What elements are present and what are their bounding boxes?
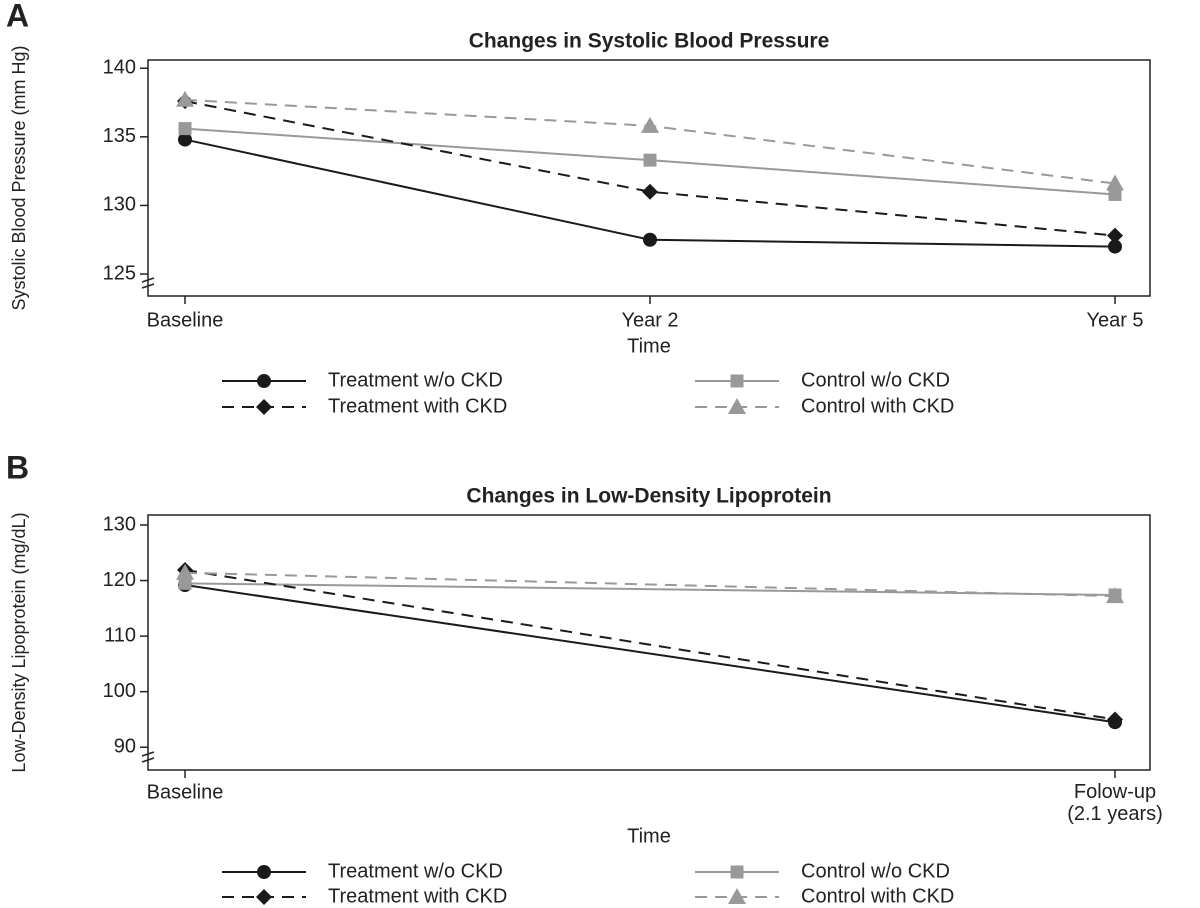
y-tick-label: 125 [103, 262, 136, 284]
marker [1108, 187, 1122, 201]
y-tick-label: 130 [103, 513, 136, 535]
marker [730, 374, 744, 388]
marker [176, 563, 194, 580]
legend-label: Treatment w/o CKD [328, 860, 503, 882]
y-tick-label: 100 [103, 680, 136, 702]
marker [256, 889, 272, 905]
marker [257, 865, 271, 879]
marker [256, 399, 272, 415]
chart-title: Changes in Low-Density Lipoprotein [466, 485, 831, 508]
legend-label: Control with CKD [801, 395, 954, 417]
marker [178, 576, 192, 590]
series-line [184, 569, 1116, 721]
series-line [184, 100, 1116, 237]
marker [643, 153, 657, 167]
axis-break [141, 751, 155, 763]
marker [728, 398, 746, 414]
marker [257, 374, 271, 388]
series-line [184, 98, 1116, 185]
y-tick-label: 90 [114, 736, 136, 758]
y-tick-label: 140 [103, 57, 136, 79]
series-line [184, 571, 1116, 598]
axis-break [141, 277, 155, 289]
y-axis-label: Systolic Blood Pressure (mm Hg) [9, 45, 29, 310]
panel-label: B [6, 449, 29, 485]
marker [730, 865, 744, 879]
y-tick-label: 110 [104, 624, 136, 646]
marker [178, 132, 192, 147]
marker [643, 232, 657, 247]
series-line [184, 584, 1116, 724]
plot-frame [147, 59, 1151, 297]
x-tick-label: Year 5 [1086, 309, 1143, 331]
marker [1106, 587, 1124, 604]
marker [1106, 174, 1124, 191]
marker [1107, 711, 1123, 728]
marker [728, 888, 746, 904]
marker [1107, 227, 1123, 244]
legend-label: Treatment with CKD [328, 885, 507, 907]
x-axis-label: Time [627, 825, 671, 847]
legend-label: Control with CKD [801, 885, 954, 907]
legend-label: Control w/o CKD [801, 369, 950, 391]
marker [641, 116, 659, 133]
y-tick-label: 120 [103, 569, 136, 591]
marker [642, 183, 658, 200]
marker [176, 90, 194, 107]
marker [178, 122, 192, 136]
x-axis-label: Time [627, 335, 671, 357]
y-tick-label: 135 [103, 125, 136, 147]
series-line [184, 582, 1116, 596]
y-tick-label: 130 [103, 194, 136, 216]
x-tick-label: Baseline [147, 781, 224, 803]
legend-label: Treatment with CKD [328, 395, 507, 417]
legend-label: Treatment w/o CKD [328, 369, 503, 391]
chart-title: Changes in Systolic Blood Pressure [469, 30, 830, 53]
legend-label: Control w/o CKD [801, 860, 950, 882]
x-tick-label: Baseline [147, 309, 224, 331]
x-tick-label: Year 2 [621, 309, 678, 331]
marker [1108, 239, 1122, 254]
panel-label: A [6, 0, 29, 33]
x-tick-label: Folow-up (2.1 years) [1067, 781, 1163, 825]
y-axis-label: Low-Density Lipoprotein (mg/dL) [9, 512, 29, 772]
plot-frame [147, 514, 1151, 771]
